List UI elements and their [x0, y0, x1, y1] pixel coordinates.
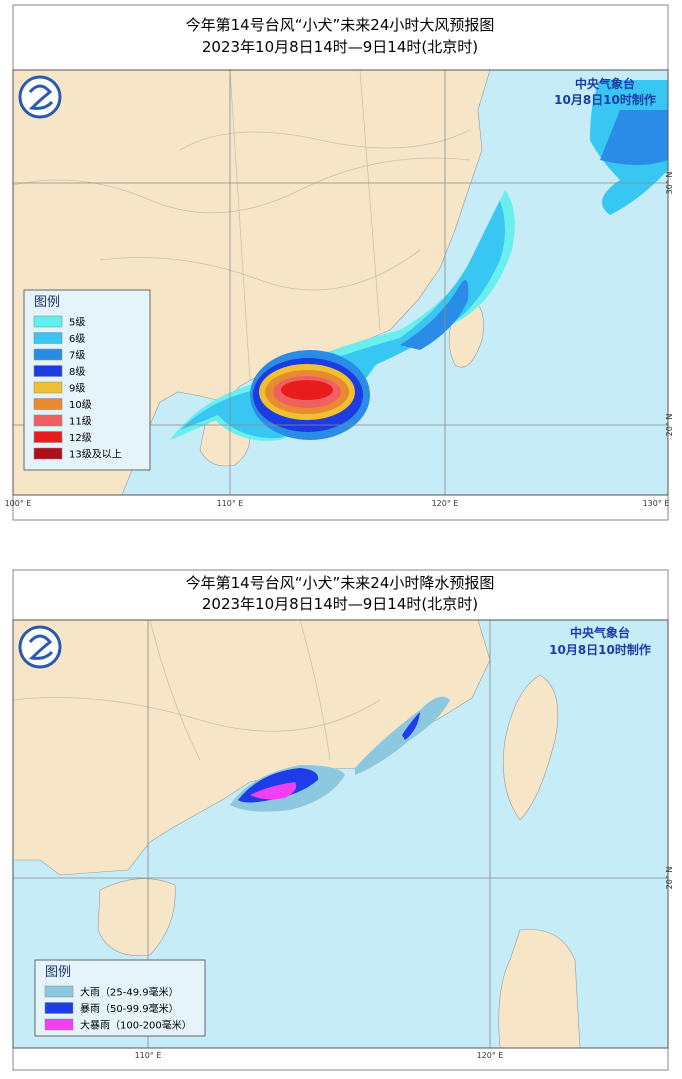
legend-label: 6级 [69, 333, 85, 345]
legend: 图例 5级 6级 7级 8级 9级 10级 11级 12级 13级及以上 [23, 289, 151, 471]
legend-swatch [44, 1018, 74, 1031]
issued: 10月8日10时制作 [549, 642, 651, 657]
subtitle: 2023年10月8日14时—9日14时(北京时) [202, 38, 478, 56]
legend-swatch [33, 398, 63, 410]
lon-label: 130° E [643, 499, 670, 508]
title: 今年第14号台风“小犬”未来24小时大风预报图 [186, 16, 495, 34]
legend-title: 图例 [34, 295, 60, 310]
legend-label: 5级 [69, 317, 85, 329]
lat-label: 20° N [665, 414, 674, 437]
logo [18, 75, 62, 119]
legend-label: 大暴雨（100-200毫米） [80, 1019, 192, 1032]
legend-label: 大雨（25-49.9毫米） [80, 986, 179, 999]
legend-label: 10级 [69, 399, 92, 411]
subtitle: 2023年10月8日14时—9日14时(北京时) [202, 595, 478, 613]
wind-map: 今年第14号台风“小犬”未来24小时大风预报图 2023年10月8日14时—9日… [5, 4, 674, 521]
legend-swatch [33, 332, 63, 344]
lon-label: 120° E [432, 499, 459, 508]
legend-label: 11级 [69, 416, 92, 428]
lon-label: 110° E [217, 499, 244, 508]
legend-label: 8级 [69, 366, 85, 378]
agency: 中央气象台 [570, 625, 630, 640]
lat-label: 20° N [665, 867, 674, 890]
legend-swatch [33, 348, 63, 361]
logo [18, 625, 62, 669]
legend-swatch [33, 381, 63, 394]
issued: 10月8日10时制作 [554, 92, 656, 107]
legend-label: 13级及以上 [69, 449, 122, 461]
legend-label: 12级 [69, 432, 92, 444]
legend-swatch [33, 447, 63, 460]
legend-swatch [33, 315, 63, 328]
legend-label: 暴雨（50-99.9毫米） [80, 1002, 179, 1015]
lon-label: 100° E [5, 499, 32, 508]
legend-label: 7级 [69, 350, 85, 362]
legend-label: 9级 [69, 383, 85, 395]
legend-swatch [44, 1002, 74, 1014]
legend-swatch [33, 365, 63, 377]
legend-swatch [44, 985, 74, 998]
lon-label: 110° E [135, 1051, 162, 1060]
legend-swatch [33, 431, 63, 443]
title: 今年第14号台风“小犬”未来24小时降水预报图 [186, 574, 495, 592]
agency: 中央气象台 [575, 76, 635, 91]
legend-swatch [33, 414, 63, 427]
rain-map: 今年第14号台风“小犬”未来24小时降水预报图 2023年10月8日14时—9日… [12, 569, 674, 1071]
legend-title: 图例 [45, 965, 71, 980]
lon-label: 120° E [477, 1051, 504, 1060]
lat-label: 30° N [665, 172, 674, 195]
